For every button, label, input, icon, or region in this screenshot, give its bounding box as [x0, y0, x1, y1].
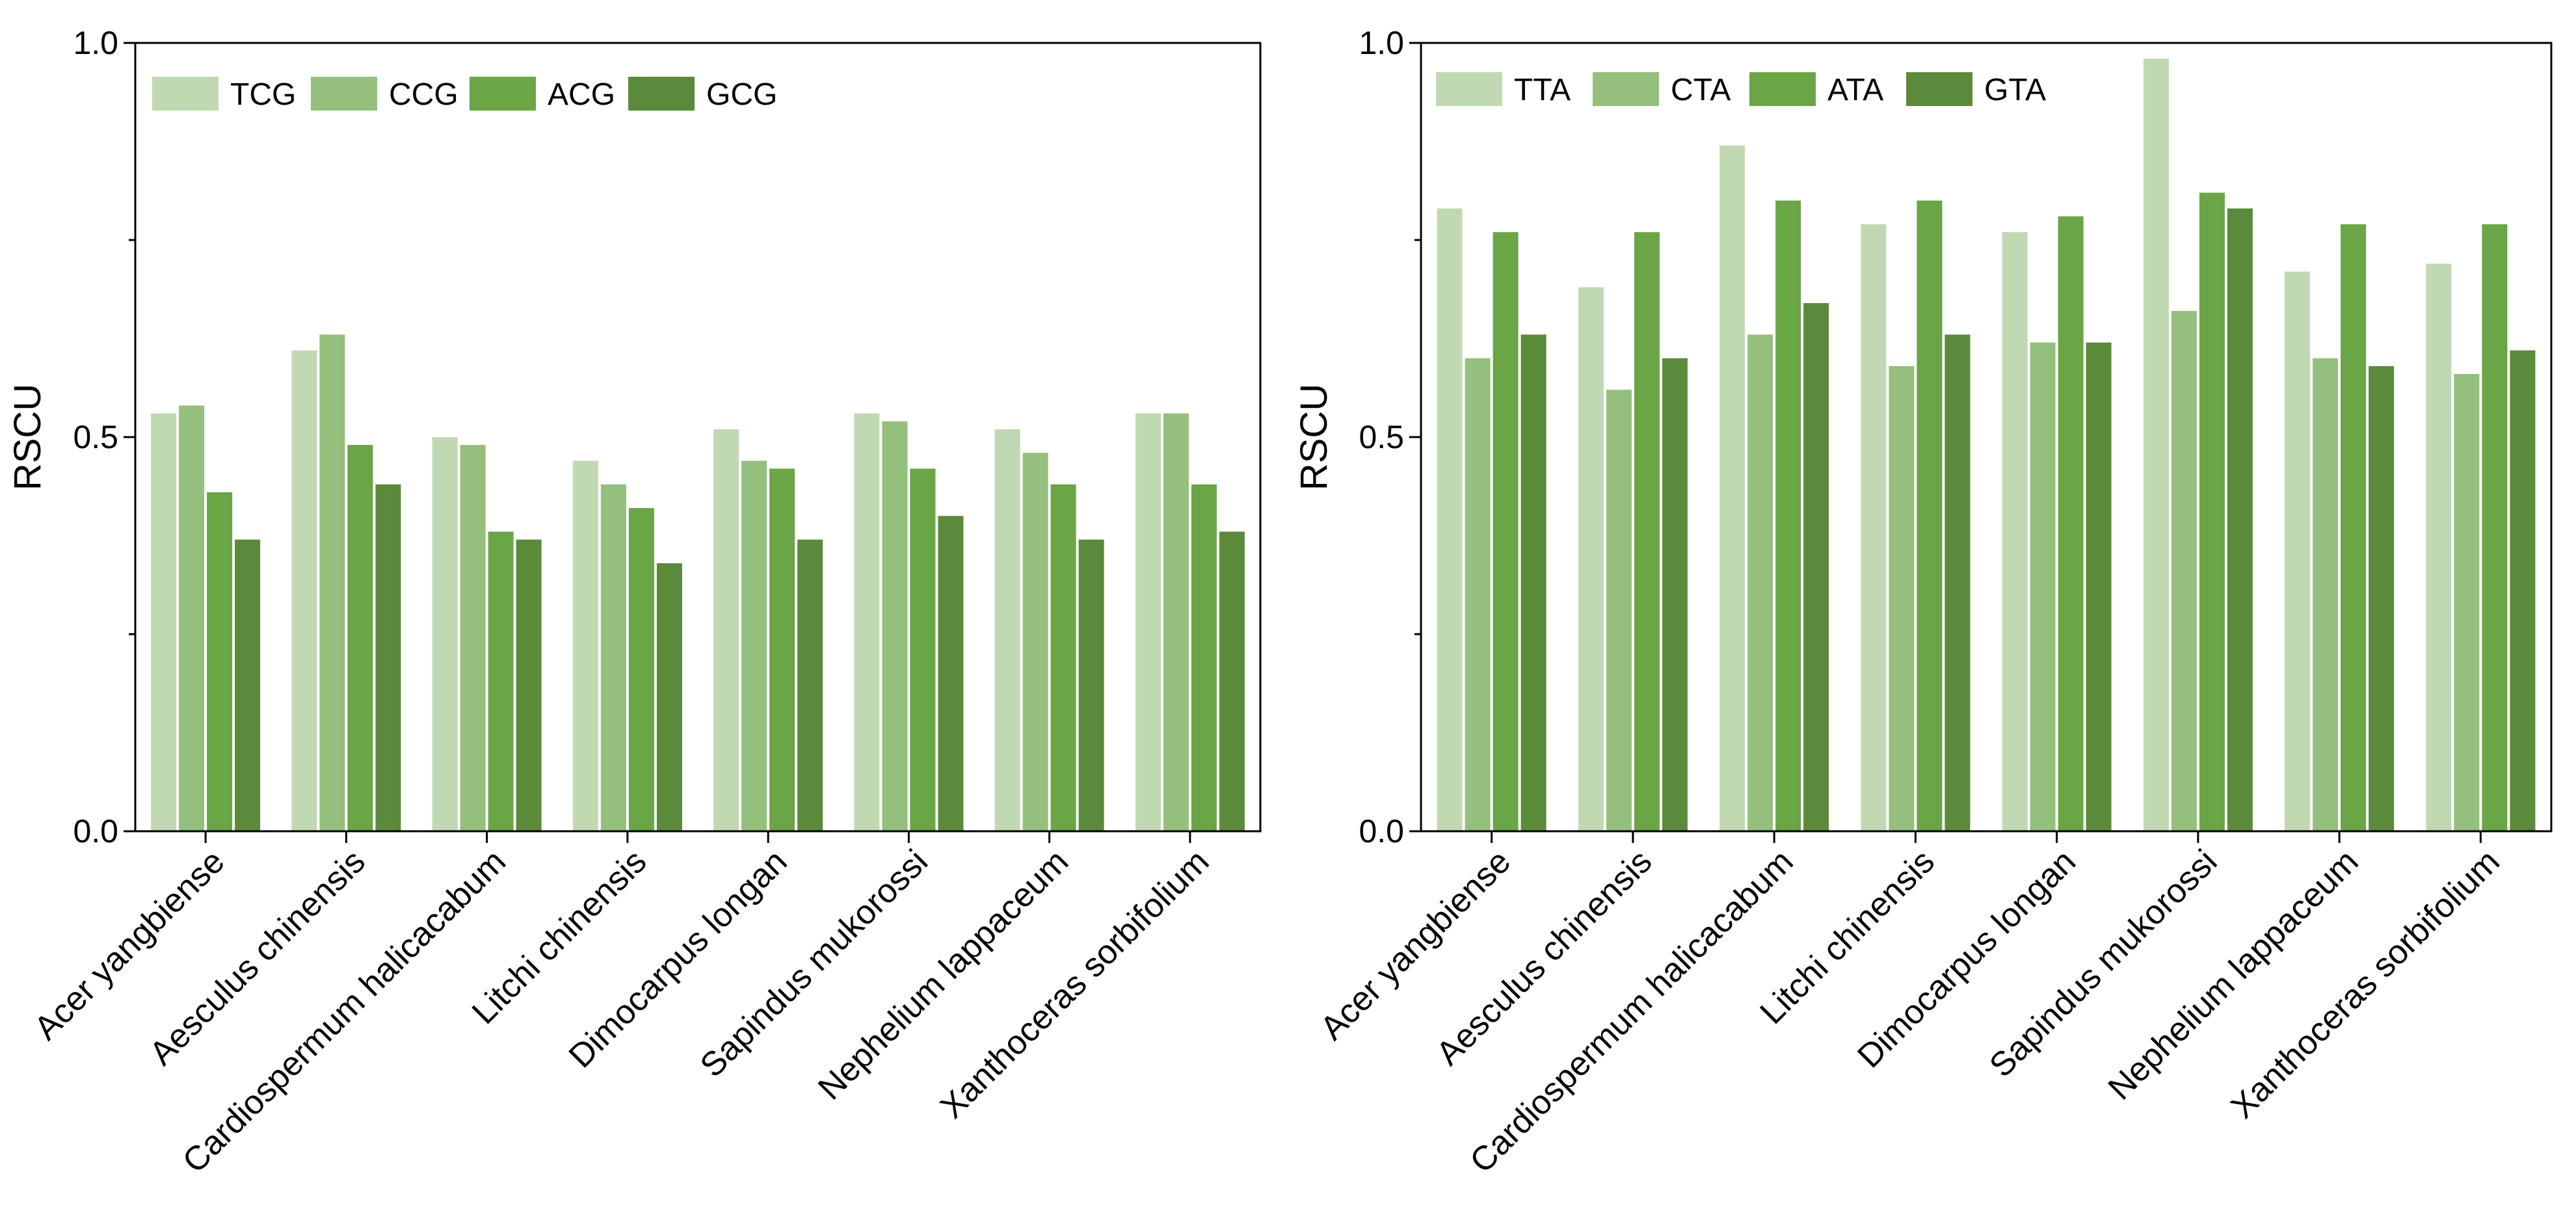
bar-acg-4	[628, 508, 654, 831]
bar-tta-6	[2143, 59, 2169, 832]
bar-tcg-5	[713, 429, 739, 831]
bar-ata-8	[2482, 224, 2508, 831]
bar-gta-8	[2510, 350, 2536, 831]
bar-tcg-7	[994, 429, 1020, 831]
legend-label-ata: ATA	[1827, 73, 1883, 107]
legend-label-tta: TTA	[1514, 73, 1571, 107]
bar-gcg-4	[656, 563, 682, 831]
bar-acg-5	[769, 468, 795, 831]
bar-ccg-5	[741, 461, 767, 831]
bar-cta-1	[1465, 358, 1491, 831]
legend-label-ccg: CCG	[389, 77, 458, 112]
x-category-label: Sapindus mukorossi	[693, 842, 935, 1084]
bar-ccg-6	[882, 421, 908, 831]
legend-label-cta: CTA	[1671, 73, 1731, 107]
y-tick-label: 0.5	[73, 419, 118, 455]
legend-label-gcg: GCG	[706, 77, 777, 112]
y-axis-title: RSCU	[1293, 384, 1335, 490]
bar-ccg-2	[319, 334, 345, 831]
bar-acg-8	[1191, 484, 1217, 831]
bar-tta-3	[1720, 145, 1746, 832]
bar-cta-4	[1889, 366, 1915, 831]
legend-swatch-tta	[1436, 72, 1502, 106]
bar-tta-4	[1861, 224, 1887, 831]
bar-tta-7	[2285, 271, 2311, 831]
bar-ccg-4	[600, 484, 626, 831]
x-category-label: Nephelium lappaceum	[2101, 842, 2366, 1107]
bar-acg-1	[207, 492, 233, 831]
bar-cta-3	[1747, 334, 1773, 831]
bar-gta-6	[2227, 208, 2253, 831]
bar-cta-6	[2171, 311, 2197, 832]
bar-gcg-2	[375, 484, 401, 831]
bar-ccg-3	[460, 445, 486, 831]
bar-gcg-8	[1219, 531, 1245, 831]
bar-cta-5	[2030, 342, 2056, 831]
bar-ata-2	[1634, 232, 1660, 831]
legend-swatch-ccg	[311, 77, 377, 111]
bar-cta-7	[2313, 358, 2339, 831]
bar-ata-1	[1493, 232, 1519, 831]
bar-acg-3	[488, 531, 514, 831]
legend-swatch-cta	[1593, 72, 1659, 106]
bar-gta-2	[1662, 358, 1688, 831]
bar-gta-5	[2086, 342, 2112, 831]
bar-ccg-1	[179, 405, 205, 831]
x-category-label: Xanthoceras sorbifolium	[933, 842, 1216, 1125]
legend-swatch-tcg	[152, 77, 219, 111]
bar-tcg-6	[854, 413, 880, 831]
bar-tcg-1	[151, 413, 177, 831]
bar-gta-7	[2369, 366, 2395, 831]
bar-gcg-5	[797, 539, 823, 831]
bar-ccg-8	[1163, 413, 1189, 831]
legend-swatch-gcg	[628, 77, 695, 111]
bar-tcg-3	[432, 437, 458, 831]
bar-tcg-2	[291, 350, 317, 831]
legend-label-acg: ACG	[548, 77, 615, 112]
bar-ata-5	[2058, 216, 2084, 832]
bar-tcg-8	[1135, 413, 1161, 831]
y-tick-label: 1.0	[1359, 25, 1404, 61]
y-tick-label: 0.0	[73, 813, 118, 849]
bar-ccg-7	[1022, 453, 1048, 831]
bar-tta-8	[2426, 263, 2452, 831]
bar-ata-7	[2341, 224, 2367, 831]
bar-ata-3	[1775, 200, 1801, 831]
bar-gcg-3	[516, 539, 542, 831]
bar-gta-3	[1803, 303, 1829, 831]
legend-label-tcg: TCG	[230, 77, 296, 112]
x-category-label: Nephelium lappaceum	[811, 842, 1076, 1107]
y-tick-label: 0.0	[1359, 813, 1404, 849]
bar-acg-2	[347, 445, 373, 831]
bar-gcg-7	[1078, 539, 1104, 831]
bar-ata-6	[2199, 193, 2225, 831]
legend-swatch-acg	[470, 77, 536, 111]
y-tick-label: 1.0	[73, 25, 118, 61]
bar-gta-4	[1945, 334, 1971, 831]
bar-acg-6	[910, 468, 936, 831]
bar-cta-2	[1606, 390, 1632, 831]
y-tick-label: 0.5	[1359, 419, 1404, 455]
bar-gta-1	[1520, 334, 1547, 831]
bar-tta-5	[2002, 232, 2028, 831]
bar-acg-7	[1050, 484, 1076, 831]
bar-ata-4	[1917, 200, 1943, 831]
bar-gcg-1	[235, 539, 261, 831]
x-category-label: Xanthoceras sorbifolium	[2224, 842, 2506, 1125]
bar-gcg-6	[938, 516, 964, 831]
bar-tcg-4	[572, 461, 598, 831]
x-category-label: Sapindus mukorossi	[1982, 842, 2224, 1084]
bar-cta-8	[2454, 374, 2480, 831]
bar-tta-2	[1578, 287, 1604, 831]
y-axis-title: RSCU	[7, 384, 49, 490]
bar-tta-1	[1437, 208, 1463, 831]
legend-label-gta: GTA	[1984, 73, 2046, 107]
legend-swatch-ata	[1749, 72, 1816, 106]
legend-swatch-gta	[1906, 72, 1972, 106]
